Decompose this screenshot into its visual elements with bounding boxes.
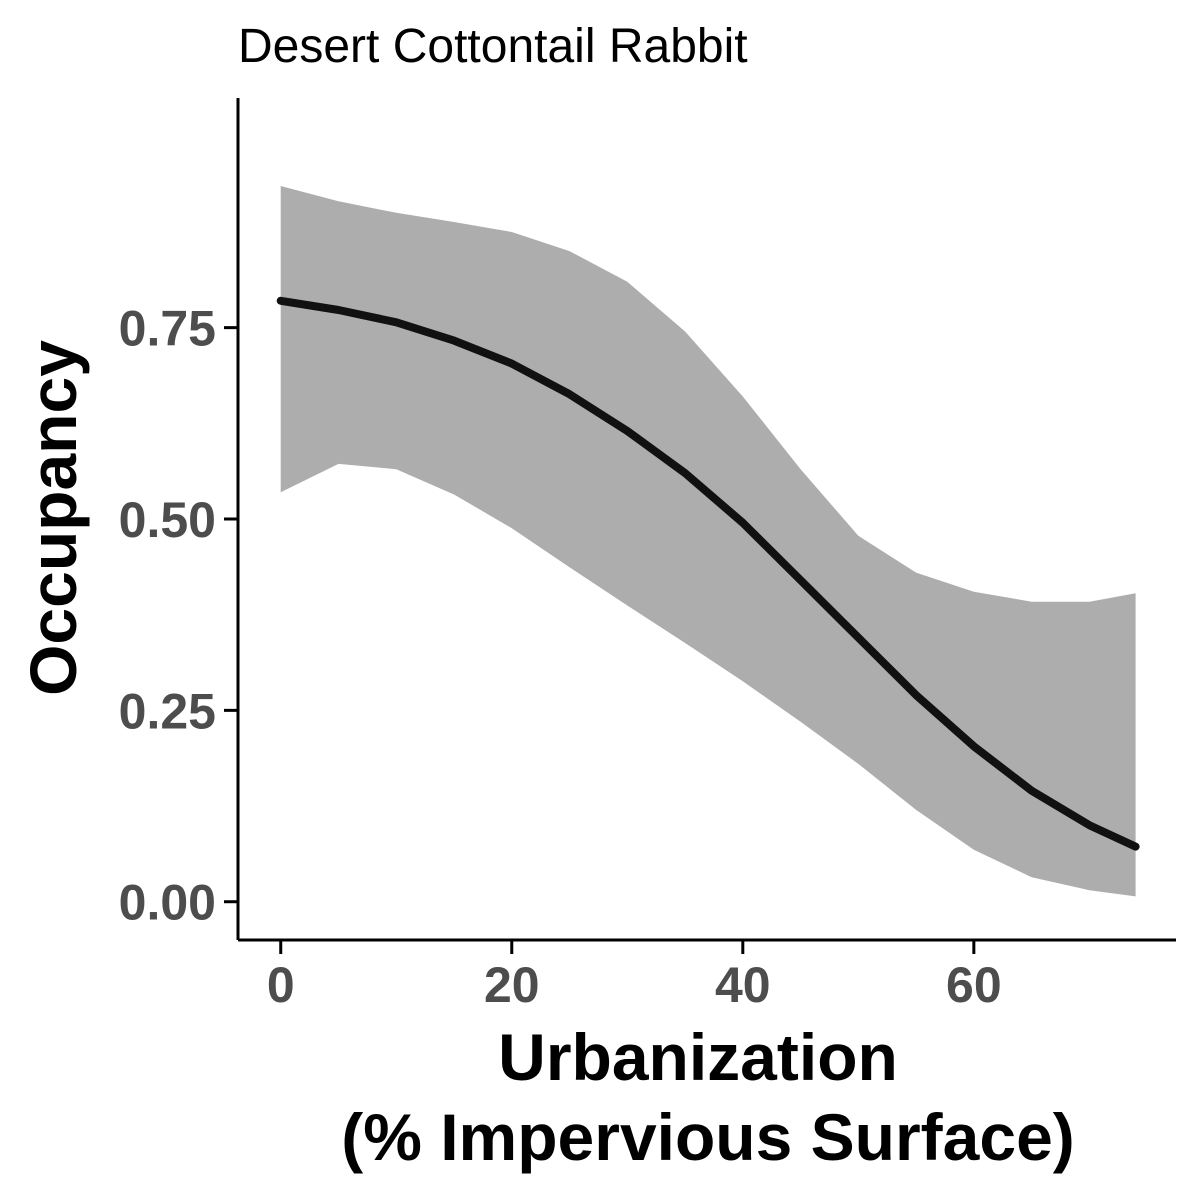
occupancy-line [276,296,1140,851]
x-axis-title-line-1: Urbanization [498,1020,898,1094]
y-tick-label: 0.25 [119,683,216,739]
x-tick-label: 0 [267,957,295,1013]
x-tick-label: 60 [946,957,1002,1013]
y-tick-label: 0.75 [119,301,216,357]
chart-title: Desert Cottontail Rabbit [238,20,748,73]
plot-area [276,186,1140,897]
x-axis-title-line-2: (% Impervious Surface) [341,1100,1075,1174]
y-axis-title: Occupancy [16,340,90,696]
ticks: 0 20 40 60 0.00 0.25 0.50 0.75 [119,301,1002,1013]
x-tick-label: 20 [484,957,540,1013]
confidence-ribbon [280,186,1136,897]
y-tick-label: 0.50 [119,492,216,548]
y-tick-label: 0.00 [119,875,216,931]
x-tick-label: 40 [715,957,771,1013]
